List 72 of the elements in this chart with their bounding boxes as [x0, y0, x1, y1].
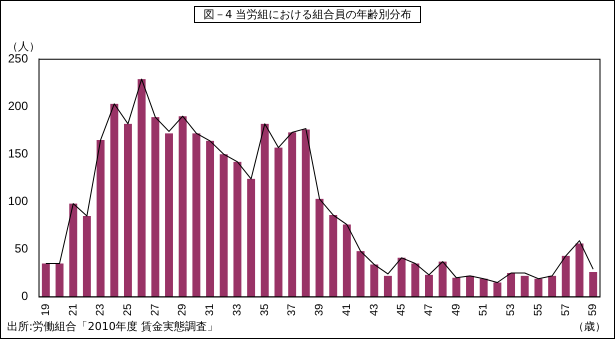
bar	[165, 133, 173, 297]
bar	[507, 273, 516, 297]
bar	[589, 272, 598, 297]
x-tick-label: 35	[258, 304, 271, 316]
bar	[274, 148, 282, 297]
x-axis-title: （歳）	[573, 319, 606, 334]
bar	[151, 117, 160, 297]
bar	[520, 276, 529, 297]
y-tick-label: 100	[8, 194, 28, 208]
x-tick-label: 49	[450, 304, 462, 316]
x-tick-label: 27	[149, 304, 162, 316]
bar	[342, 224, 351, 297]
y-tick-label: 150	[8, 146, 28, 161]
bar	[411, 264, 420, 297]
bar	[247, 178, 256, 297]
chart-title: 図－4 当労組における組合員の年齢別分布	[194, 6, 421, 23]
bar	[493, 282, 502, 297]
x-tick-label: 21	[67, 304, 80, 316]
y-tick-label: 250	[8, 52, 28, 66]
bar	[233, 162, 242, 297]
x-tick-label: 51	[478, 304, 490, 316]
x-tick-label: 25	[122, 304, 134, 316]
bar	[356, 251, 365, 297]
bar	[452, 278, 460, 297]
x-tick-label: 55	[532, 304, 544, 316]
bar	[96, 140, 105, 297]
bar	[69, 204, 78, 297]
y-tick-label: 50	[14, 242, 28, 256]
bar	[288, 132, 296, 297]
bar	[138, 79, 146, 297]
x-tick-label: 29	[176, 304, 189, 316]
bar	[425, 274, 433, 297]
bar	[438, 262, 447, 297]
bar	[220, 154, 228, 297]
bar	[110, 104, 118, 297]
bar	[480, 278, 488, 297]
x-tick-label: 37	[286, 304, 298, 316]
bar	[329, 215, 338, 297]
bar	[124, 124, 132, 297]
x-tick-label: 57	[560, 304, 572, 316]
bar	[466, 276, 474, 297]
x-tick-label: 23	[94, 304, 107, 316]
x-tick-label: 33	[231, 304, 244, 316]
bar	[384, 276, 392, 297]
y-axis-title: （人）	[7, 39, 40, 54]
bar	[562, 256, 570, 297]
bar	[206, 140, 214, 297]
y-tick-label: 0	[21, 289, 28, 304]
bar	[576, 244, 584, 297]
x-tick-label: 31	[204, 304, 216, 316]
x-tick-label: 53	[505, 304, 518, 316]
bar	[398, 258, 406, 297]
bar	[192, 133, 200, 297]
bar	[56, 264, 64, 297]
bar	[82, 216, 91, 297]
bar	[316, 198, 324, 297]
bar	[370, 264, 378, 297]
x-tick-label: 41	[340, 304, 353, 316]
bar	[302, 130, 310, 297]
bar	[534, 278, 542, 297]
x-tick-label: 39	[314, 304, 326, 316]
x-tick-label: 47	[423, 304, 435, 316]
bar	[42, 264, 50, 297]
bar	[548, 276, 556, 297]
x-tick-label: 45	[396, 304, 408, 316]
text: 出所:労働組合「2010年度 賃金実態調査」	[7, 319, 218, 334]
bar	[178, 116, 187, 297]
x-tick-label: 43	[368, 304, 380, 316]
x-tick-label: 19	[40, 304, 52, 316]
y-tick-label: 200	[8, 99, 28, 114]
x-tick-label: 59	[587, 304, 600, 316]
bar	[260, 124, 269, 297]
